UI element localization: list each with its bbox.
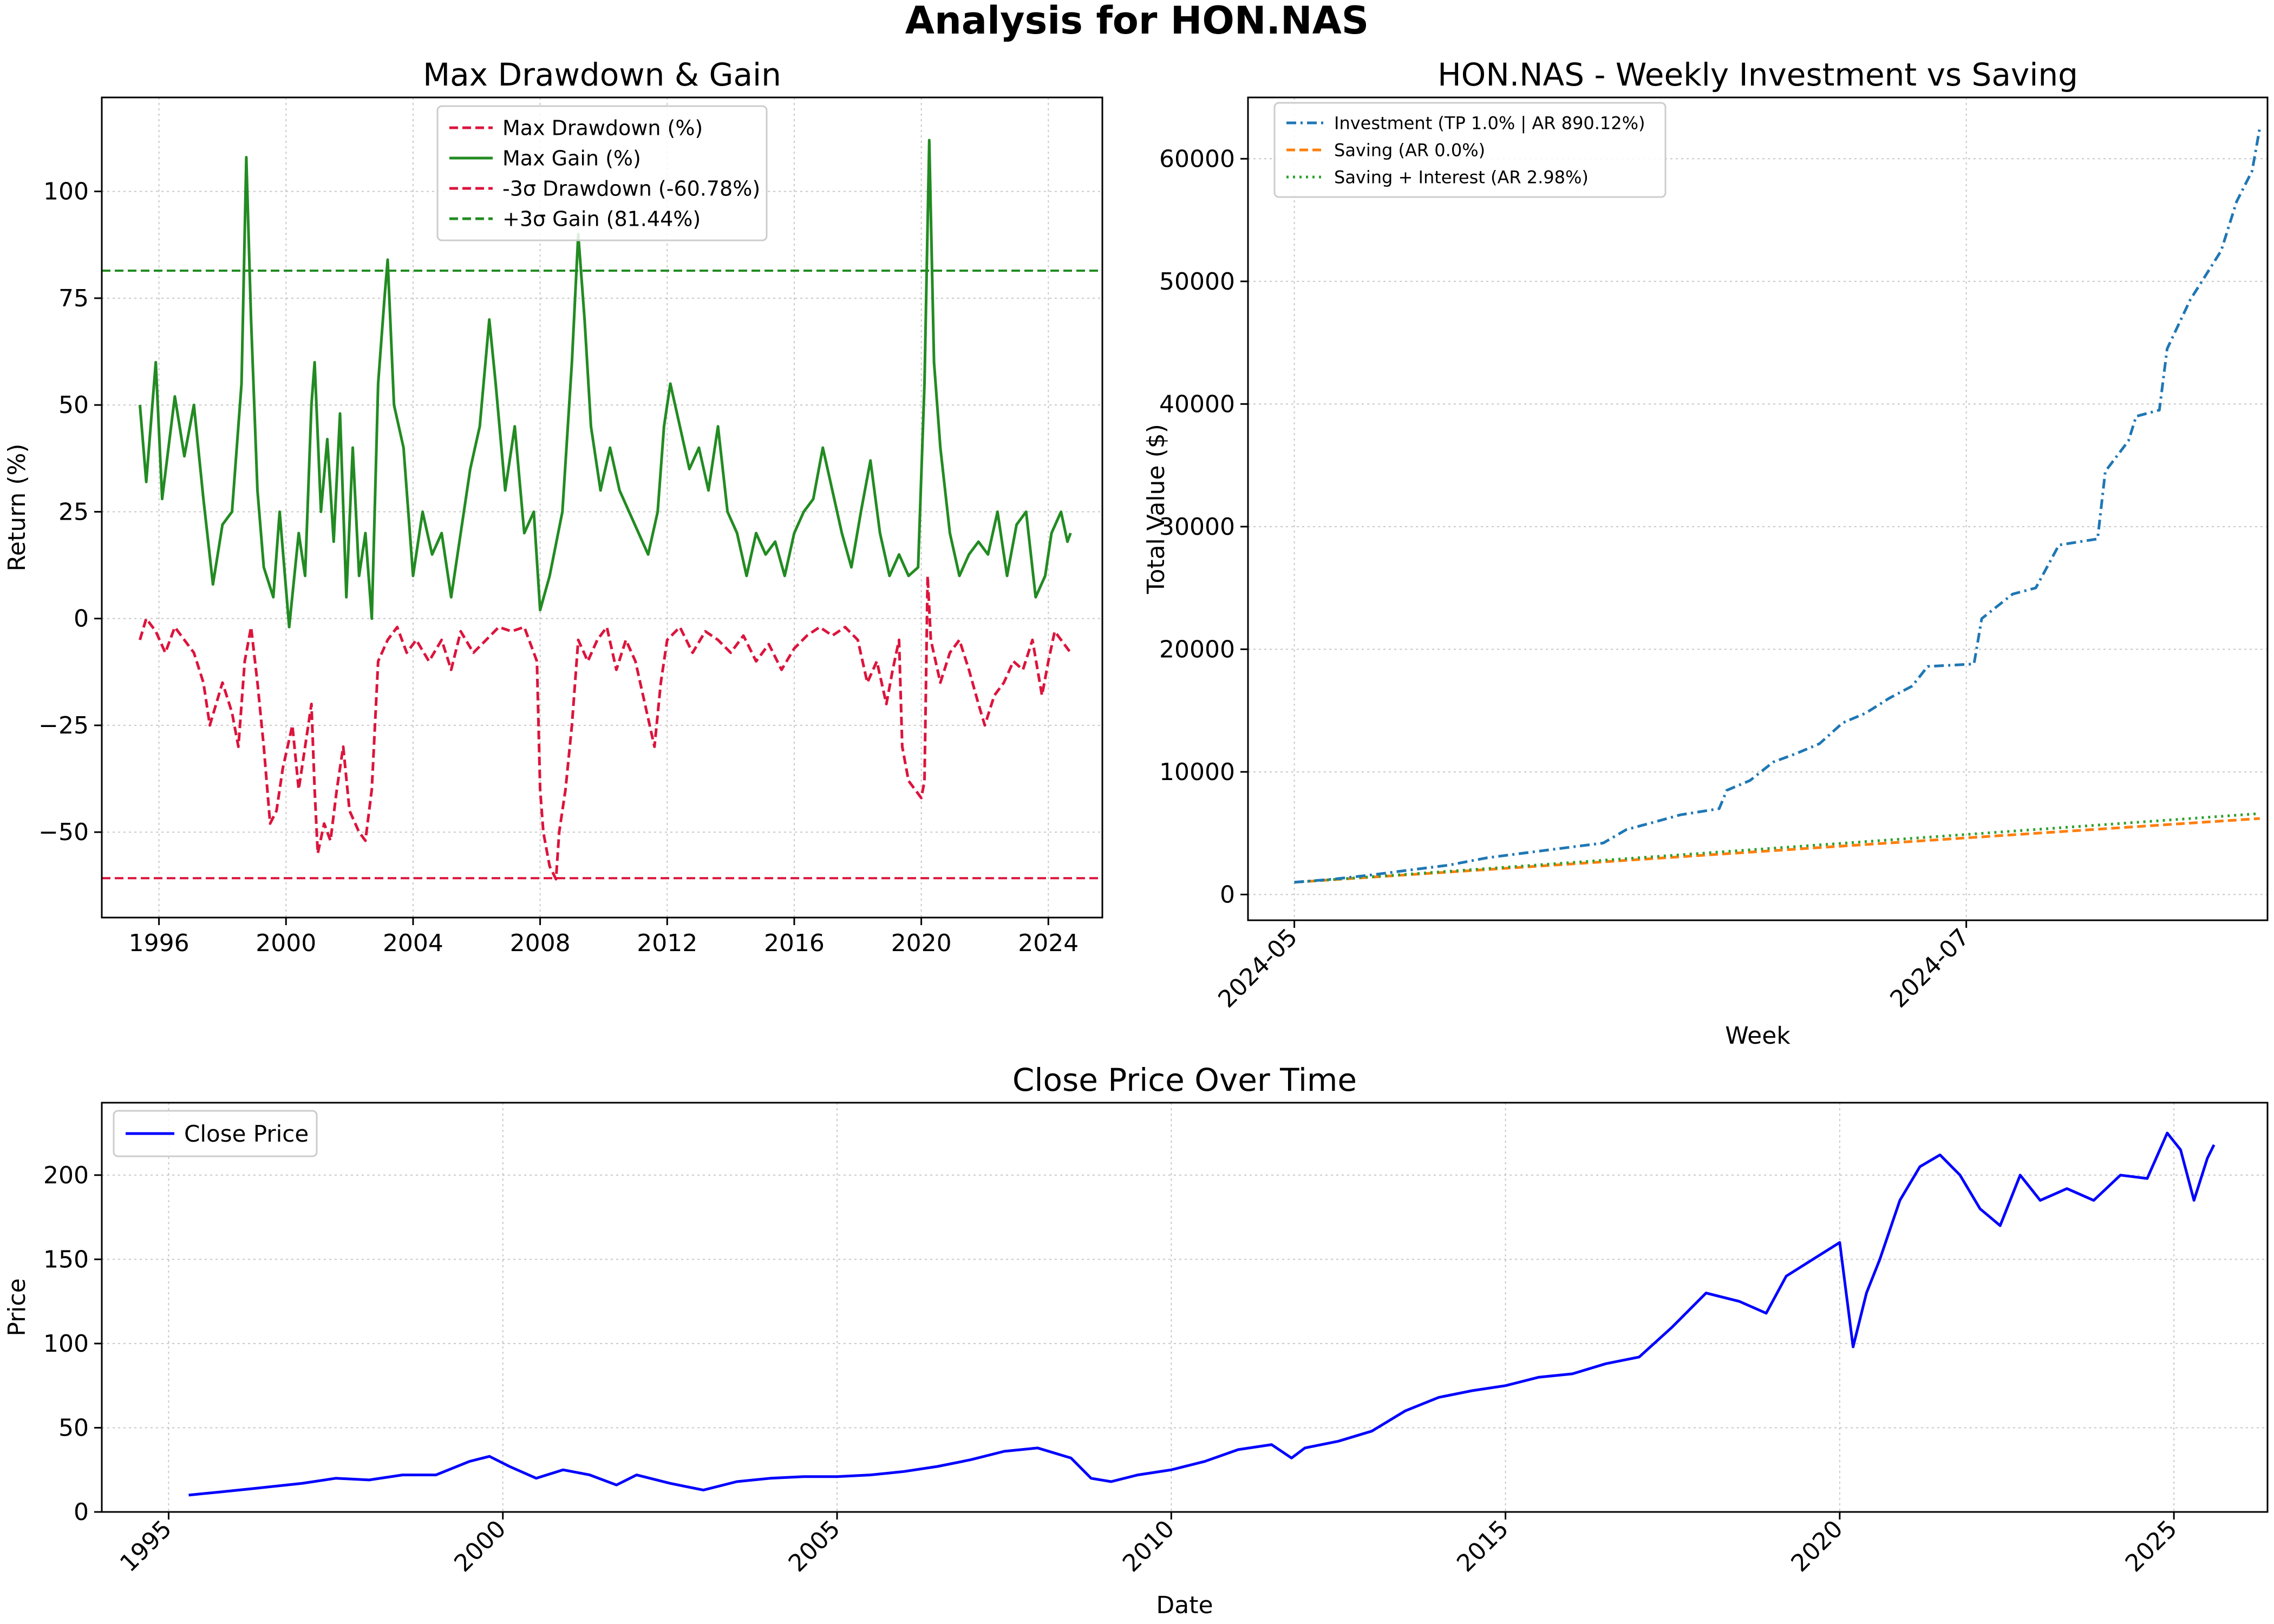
y-tick-label: 0	[74, 1498, 89, 1526]
y-tick-label: 60000	[1159, 145, 1235, 173]
max-drawdown-line	[139, 574, 1072, 881]
y-tick-label: 50	[58, 1414, 89, 1442]
legend-label: Max Gain (%)	[502, 147, 641, 171]
legend-box	[436, 105, 768, 241]
drawdown-gain-chart: 1996 2000 2004 2008 2012 2016 2020 2024 −50 −25 0 2…	[3, 56, 1103, 957]
y-tick-label: 100	[43, 178, 89, 206]
plot-frame	[101, 1102, 2269, 1513]
x-tick-label: 2004	[383, 929, 443, 957]
y-tick-label: 40000	[1159, 390, 1235, 418]
chart-title: Close Price Over Time	[1012, 1062, 1357, 1098]
legend-label: Investment (TP 1.0% | AR 890.12%)	[1334, 113, 1645, 134]
y-axis-label: Price	[3, 1278, 31, 1336]
x-tick-label: 2020	[891, 929, 952, 957]
y-tick-label: 75	[58, 285, 89, 312]
legend-label: -3σ Drawdown (-60.78%)	[502, 177, 760, 201]
legend-label: Max Drawdown (%)	[502, 116, 703, 140]
y-tick-label: 50000	[1159, 268, 1235, 296]
investment-line	[1294, 128, 2262, 884]
y-tick-label: 150	[43, 1246, 89, 1273]
y-tick-label: −50	[38, 818, 89, 846]
x-tick-label: 1996	[129, 929, 190, 957]
y-tick-label: 20000	[1159, 636, 1235, 663]
x-axis-label: Date	[1156, 1592, 1213, 1619]
chart-title: HON.NAS - Weekly Investment vs Saving	[1437, 56, 2078, 93]
y-tick-label: 100	[43, 1330, 89, 1358]
x-tick-label: 2016	[764, 929, 825, 957]
y-axis-label: Total Value ($)	[1142, 424, 1170, 594]
y-tick-label: 10000	[1159, 758, 1235, 786]
x-tick-label: 2024	[1018, 929, 1079, 957]
legend-box	[113, 1110, 318, 1157]
y-tick-label: 0	[74, 605, 89, 633]
x-axis-label: Week	[1725, 1022, 1791, 1050]
y-tick-label: 200	[43, 1162, 89, 1189]
x-tick-label: 2000	[256, 929, 316, 957]
legend-label: +3σ Gain (81.44%)	[502, 207, 701, 231]
plot-frame	[101, 96, 1103, 919]
legend-label: Saving (AR 0.0%)	[1334, 140, 1485, 161]
chart-title: Max Drawdown & Gain	[423, 56, 781, 93]
saving-line	[1294, 817, 2260, 884]
plot-frame	[1247, 96, 2269, 921]
y-tick-label: 50	[58, 391, 89, 419]
legend-label: Saving + Interest (AR 2.98%)	[1334, 167, 1589, 188]
x-tick-label: 2008	[510, 929, 571, 957]
max-gain-line	[138, 139, 1072, 628]
y-tick-label: 30000	[1159, 513, 1235, 541]
saving-interest-line	[1294, 812, 2260, 884]
y-axis-label: Return (%)	[3, 443, 31, 571]
weekly-investment-chart: 2024-052024-072024-092024-112025-012025-…	[1142, 56, 2269, 1050]
x-tick-label: 2012	[637, 929, 697, 957]
legend-label: Close Price	[184, 1121, 309, 1147]
y-tick-label: 25	[58, 498, 89, 526]
legend-box	[1273, 102, 1667, 198]
close-price-line	[188, 1131, 2216, 1497]
figure-title: Analysis for HON.NAS	[905, 0, 1369, 43]
y-tick-label: −25	[38, 712, 89, 739]
y-tick-label: 0	[1220, 881, 1235, 908]
